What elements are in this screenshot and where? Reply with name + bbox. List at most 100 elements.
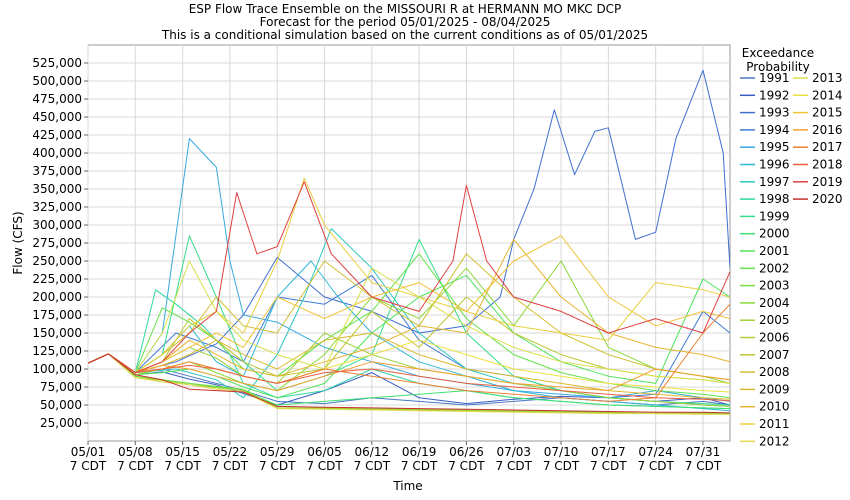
x-tick-sublabel: 7 CDT	[70, 459, 107, 473]
legend-label-2006: 2006	[759, 331, 790, 345]
x-tick-sublabel: 7 CDT	[543, 459, 580, 473]
x-tick-label: 05/29	[260, 445, 295, 459]
y-tick-label: 25,000	[40, 416, 82, 430]
y-tick-label: 500,000	[32, 74, 82, 88]
x-tick-label: 06/19	[402, 445, 437, 459]
series-line-2012	[88, 353, 730, 415]
y-tick-label: 275,000	[32, 236, 82, 250]
y-tick-label: 325,000	[32, 200, 82, 214]
x-tick-sublabel: 7 CDT	[164, 459, 201, 473]
series-line-1994	[88, 274, 730, 399]
x-tick-label: 07/03	[496, 445, 531, 459]
x-tick-sublabel: 7 CDT	[637, 459, 674, 473]
x-tick-sublabel: 7 CDT	[117, 459, 154, 473]
legend-label-1997: 1997	[759, 175, 790, 189]
legend-label-2002: 2002	[759, 261, 790, 275]
y-tick-labels: 25,000 50,000 75,000 100,000 125,000 150,000 1…	[32, 56, 88, 430]
series-line-2013	[88, 260, 730, 384]
x-tick-sublabel: 7 CDT	[448, 459, 485, 473]
x-tick-sublabel: 7 CDT	[212, 459, 249, 473]
x-tick-label: 05/22	[213, 445, 248, 459]
grid-lines	[87, 45, 730, 441]
x-tick-sublabel: 7 CDT	[496, 459, 533, 473]
legend-label-2005: 2005	[759, 313, 790, 327]
legend-label-1996: 1996	[759, 158, 790, 172]
legend-label-1998: 1998	[759, 192, 790, 206]
y-tick-label: 200,000	[32, 290, 82, 304]
y-tick-label: 400,000	[32, 146, 82, 160]
y-tick-label: 150,000	[32, 326, 82, 340]
legend-label-2014: 2014	[812, 88, 843, 102]
legend-label-2012: 2012	[759, 434, 790, 448]
chart-title: ESP Flow Trace Ensemble on the MISSOURI …	[189, 2, 622, 16]
y-tick-label: 250,000	[32, 254, 82, 268]
x-tick-label: 07/10	[544, 445, 579, 459]
legend-label-2019: 2019	[812, 175, 843, 189]
legend-label-2009: 2009	[759, 382, 790, 396]
y-tick-label: 300,000	[32, 218, 82, 232]
y-tick-label: 50,000	[40, 398, 82, 412]
x-tick-label: 05/01	[71, 445, 106, 459]
legend-label-2000: 2000	[759, 227, 790, 241]
x-tick-label: 07/31	[686, 445, 721, 459]
y-axis-title: Flow (CFS)	[11, 211, 25, 274]
legend-label-2013: 2013	[812, 71, 843, 85]
legend-label-2015: 2015	[812, 106, 843, 120]
legend-label-1999: 1999	[759, 209, 790, 223]
legend-label-2018: 2018	[812, 158, 843, 172]
y-tick-label: 100,000	[32, 362, 82, 376]
x-tick-label: 07/17	[591, 445, 626, 459]
y-tick-label: 75,000	[40, 380, 82, 394]
series-line-2019	[88, 181, 730, 374]
series-lines	[88, 69, 730, 415]
x-tick-label: 07/24	[638, 445, 673, 459]
y-tick-label: 425,000	[32, 128, 82, 142]
y-tick-label: 475,000	[32, 92, 82, 106]
legend-label-1994: 1994	[759, 123, 790, 137]
legend-label-1991: 1991	[759, 71, 790, 85]
legend-label-2008: 2008	[759, 365, 790, 379]
chart-subtitle-conditional: This is a conditional simulation based o…	[161, 28, 648, 42]
series-line-2001	[88, 274, 730, 399]
x-tick-sublabel: 7 CDT	[354, 459, 391, 473]
y-tick-label: 525,000	[32, 56, 82, 70]
legend-label-2011: 2011	[759, 417, 790, 431]
legend-label-2016: 2016	[812, 123, 843, 137]
chart-subtitle: Forecast for the period 05/01/2025 - 08/…	[260, 15, 551, 29]
legend-title-line2: Probability	[746, 60, 809, 74]
legend-label-2003: 2003	[759, 279, 790, 293]
x-tick-label: 05/15	[165, 445, 200, 459]
y-tick-label: 225,000	[32, 272, 82, 286]
x-tick-sublabel: 7 CDT	[401, 459, 438, 473]
x-tick-sublabel: 7 CDT	[259, 459, 296, 473]
x-tick-label: 06/12	[355, 445, 390, 459]
y-tick-label: 175,000	[32, 308, 82, 322]
x-tick-sublabel: 7 CDT	[685, 459, 722, 473]
x-axis-title: Time	[392, 479, 422, 493]
legend-label-2017: 2017	[812, 140, 843, 154]
x-tick-label: 05/08	[118, 445, 153, 459]
x-tick-sublabel: 7 CDT	[306, 459, 343, 473]
legend-label-1995: 1995	[759, 140, 790, 154]
legend-label-2001: 2001	[759, 244, 790, 258]
x-tick-label: 06/26	[449, 445, 484, 459]
y-tick-label: 375,000	[32, 164, 82, 178]
y-tick-label: 350,000	[32, 182, 82, 196]
legend-label-2007: 2007	[759, 348, 790, 362]
legend-label-2020: 2020	[812, 192, 843, 206]
x-tick-sublabel: 7 CDT	[590, 459, 627, 473]
x-tick-label: 06/05	[307, 445, 342, 459]
series-line-2016	[88, 353, 730, 392]
y-tick-label: 450,000	[32, 110, 82, 124]
y-tick-label: 125,000	[32, 344, 82, 358]
legend-label-2010: 2010	[759, 400, 790, 414]
legend-label-1992: 1992	[759, 88, 790, 102]
legend-title-line1: Exceedance	[742, 46, 814, 60]
series-line-2006	[88, 353, 730, 415]
series-line-2020	[88, 353, 730, 414]
legend: 1991 1992 1993 1994 1995 1996 1997 1998 1999 2000…	[740, 71, 843, 448]
series-line-2018	[88, 353, 730, 402]
legend-label-2004: 2004	[759, 296, 790, 310]
